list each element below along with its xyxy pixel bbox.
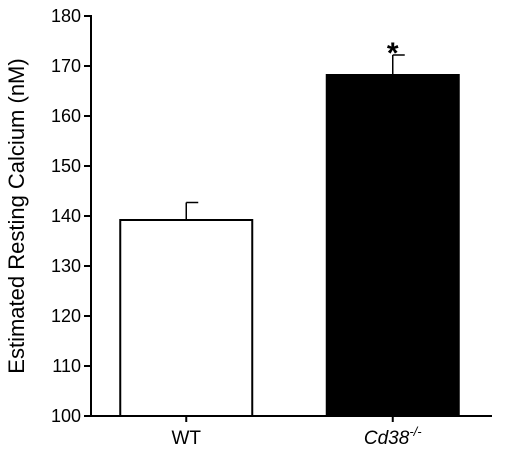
y-tick-label-160: 160 [51, 106, 81, 126]
y-tick-label-150: 150 [51, 156, 81, 176]
y-tick-label-170: 170 [51, 56, 81, 76]
x-tick-label-superscript-1: -/- [409, 424, 422, 439]
y-tick-label-110: 110 [52, 356, 81, 376]
x-tick-label-text-0: WT [171, 428, 201, 449]
significance-star-0: * [387, 37, 399, 70]
y-tick-label-130: 130 [51, 256, 81, 276]
y-axis: 100 110 120 130 140 150 160 170 180 [51, 6, 92, 426]
bars [119, 74, 460, 417]
bar-0 [119, 219, 254, 417]
x-axis: WT Cd38-/- [91, 415, 492, 449]
bar-1 [325, 74, 460, 417]
annotations: * [387, 37, 399, 70]
x-tick-label-text-1: Cd38 [364, 428, 410, 449]
y-tick-label-180: 180 [51, 6, 81, 26]
y-tick-label-100: 100 [51, 406, 81, 426]
y-tick-label-120: 120 [51, 306, 81, 326]
error-bars [185, 54, 405, 220]
y-axis-label: Estimated Resting Calcium (nM) [4, 58, 29, 373]
y-tick-label-140: 140 [51, 206, 81, 226]
x-tick-label-0: WT [171, 428, 201, 449]
x-tick-label-1: Cd38-/- [364, 424, 422, 449]
